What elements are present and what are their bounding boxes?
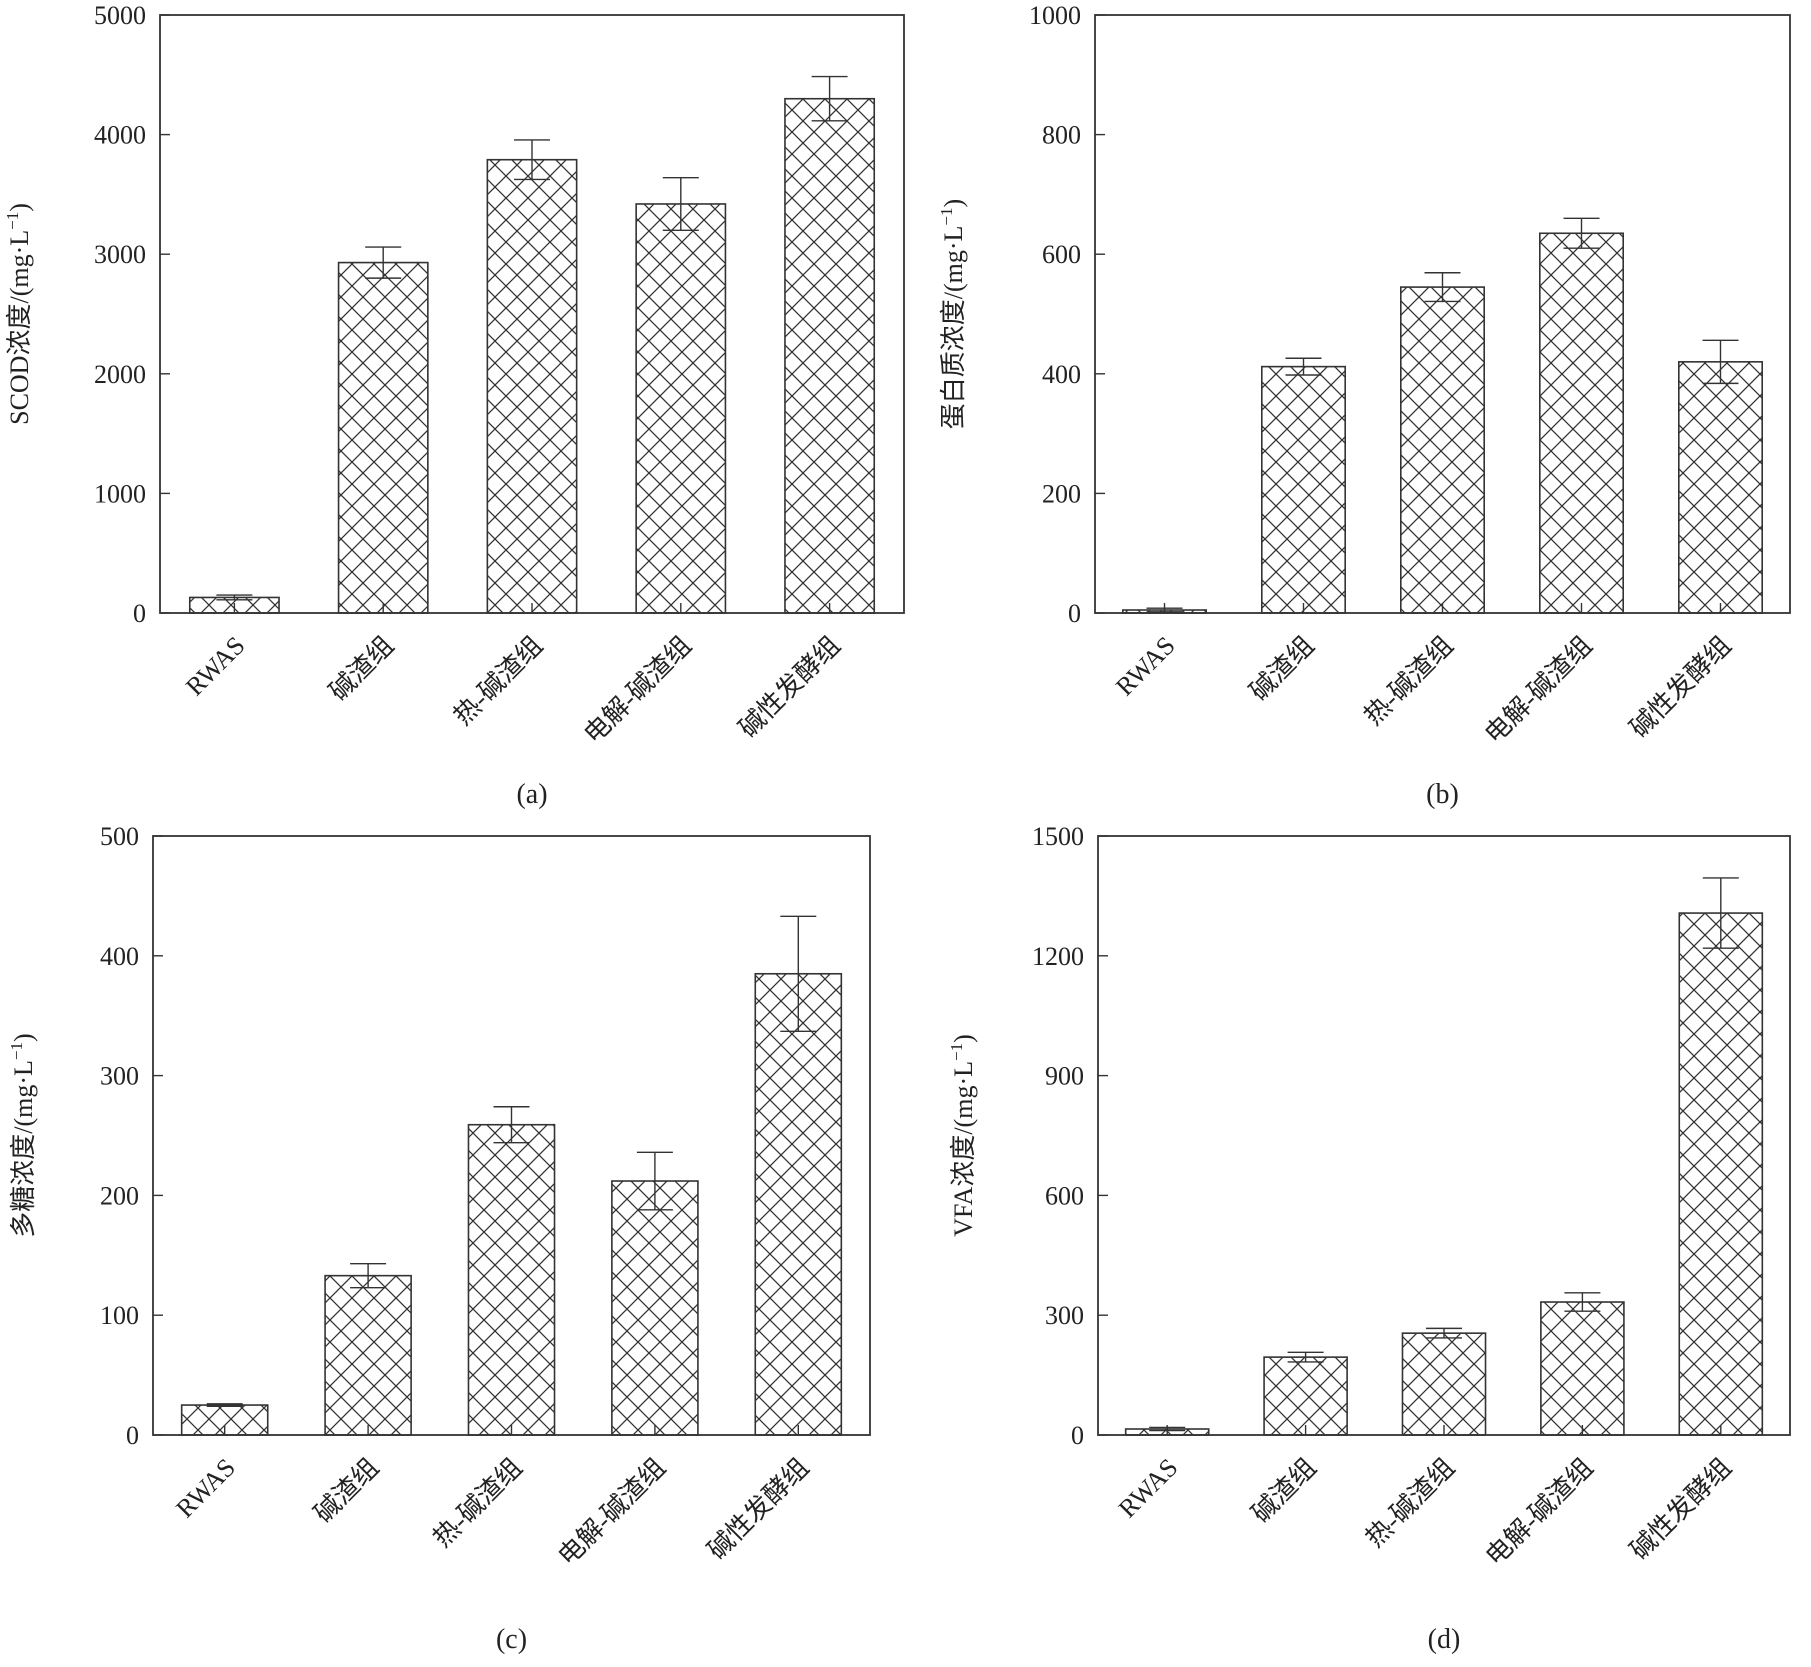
- y-tick-label-2: 200: [100, 1181, 139, 1210]
- y-tick-label-2: 600: [1045, 1181, 1084, 1210]
- y-tick-label-5: 5000: [94, 1, 146, 30]
- x-tick-label-0: RWAS: [1110, 631, 1181, 702]
- bar-hatch-3: [1540, 1302, 1624, 1435]
- x-tick-label-0: RWAS: [170, 1453, 241, 1524]
- y-tick-label-1: 1000: [94, 479, 146, 508]
- bar-hatch-4: [1678, 361, 1763, 613]
- panel-label: (c): [496, 1624, 527, 1655]
- x-tick-label-3: 电解-碱渣组: [1480, 1453, 1599, 1572]
- x-tick-label-1: 碱渣组: [324, 631, 400, 707]
- y-tick-label-1: 100: [100, 1301, 139, 1330]
- y-tick-label-4: 1200: [1032, 942, 1084, 971]
- bar-hatch-2: [1402, 1333, 1486, 1435]
- y-tick-label-2: 2000: [94, 360, 146, 389]
- chart-panel-c: RWAS 碱渣组 热-碱渣组 电解-碱渣组 碱性发酵组 0 100 200 300 400 500 多…: [7, 822, 871, 1655]
- x-tick-label-1: 碱渣组: [1244, 631, 1320, 707]
- panel-label: (d): [1428, 1624, 1461, 1655]
- y-tick-label-5: 1500: [1032, 822, 1084, 851]
- x-tick-label-3: 电解-碱渣组: [578, 631, 697, 750]
- bar-hatch-2: [468, 1124, 555, 1435]
- bar-hatch-4: [1679, 913, 1763, 1435]
- y-tick-label-4: 4000: [94, 121, 146, 150]
- x-tick-label-4: 碱性发酵组: [1625, 1453, 1737, 1565]
- y-tick-label-3: 600: [1042, 240, 1081, 269]
- y-axis-label: 蛋白质浓度/(mg·L−1): [937, 199, 968, 429]
- chart-panel-d: RWAS 碱渣组 热-碱渣组 电解-碱渣组 碱性发酵组 0 300 600 900 1200 150…: [947, 822, 1791, 1655]
- x-tick-label-2: 热-碱渣组: [1360, 1453, 1460, 1553]
- x-tick-label-3: 电解-碱渣组: [553, 1453, 672, 1572]
- x-tick-label-4: 碱性发酵组: [1624, 631, 1736, 743]
- bar-hatch-3: [636, 203, 726, 613]
- y-tick-label-3: 3000: [94, 240, 146, 269]
- y-tick-label-5: 500: [100, 822, 139, 851]
- x-tick-label-0: RWAS: [1113, 1453, 1184, 1524]
- x-tick-label-2: 热-碱渣组: [448, 631, 548, 731]
- y-axis-label: SCOD浓度/(mg·L−1): [3, 203, 34, 425]
- y-tick-label-1: 300: [1045, 1301, 1084, 1330]
- bar-hatch-2: [487, 159, 577, 613]
- panel-label: (b): [1426, 779, 1459, 810]
- y-tick-label-2: 400: [1042, 360, 1081, 389]
- y-tick-label-5: 1000: [1029, 1, 1081, 30]
- bar-hatch-2: [1400, 287, 1485, 613]
- plot-frame: [1097, 835, 1791, 1436]
- y-tick-label-3: 900: [1045, 1062, 1084, 1091]
- bar-hatch-1: [338, 262, 428, 613]
- y-tick-label-3: 300: [100, 1062, 139, 1091]
- chart-panel-b: RWAS 碱渣组 热-碱渣组 电解-碱渣组 碱性发酵组 0 200 400 600 800 1000…: [937, 1, 1791, 810]
- y-tick-label-0: 0: [133, 599, 146, 628]
- bar-hatch-3: [1539, 233, 1624, 613]
- plot-frame: [152, 835, 871, 1436]
- bar-hatch-4: [784, 98, 875, 614]
- y-tick-label-4: 800: [1042, 121, 1081, 150]
- x-tick-label-3: 电解-碱渣组: [1479, 631, 1598, 750]
- panel-label: (a): [516, 779, 547, 810]
- x-tick-label-2: 热-碱渣组: [428, 1453, 528, 1553]
- x-tick-label-1: 碱渣组: [1246, 1453, 1322, 1529]
- y-tick-label-1: 200: [1042, 479, 1081, 508]
- plot-frame: [1094, 14, 1791, 614]
- x-tick-label-0: RWAS: [180, 631, 251, 702]
- y-tick-label-4: 400: [100, 942, 139, 971]
- bar-hatch-4: [755, 973, 842, 1435]
- y-axis-label: 多糖浓度/(mg·L−1): [7, 1033, 38, 1237]
- x-tick-label-2: 热-碱渣组: [1359, 631, 1459, 731]
- x-tick-label-4: 碱性发酵组: [702, 1453, 814, 1565]
- y-tick-label-0: 0: [1071, 1421, 1084, 1450]
- y-tick-label-0: 0: [1068, 599, 1081, 628]
- x-tick-label-4: 碱性发酵组: [733, 631, 845, 743]
- y-tick-label-0: 0: [126, 1421, 139, 1450]
- bar-hatch-1: [325, 1275, 412, 1435]
- x-tick-label-1: 碱渣组: [309, 1453, 385, 1529]
- bar-hatch-1: [1264, 1357, 1348, 1435]
- bar-hatch-1: [1261, 366, 1346, 613]
- chart-panel-a: RWAS 碱渣组 热-碱渣组 电解-碱渣组 碱性发酵组 0 1000 2000 3000 4000…: [3, 1, 905, 810]
- plot-frame: [159, 14, 905, 614]
- y-axis-label: VFA浓度/(mg·L−1): [947, 1034, 978, 1237]
- bar-hatch-3: [611, 1181, 698, 1435]
